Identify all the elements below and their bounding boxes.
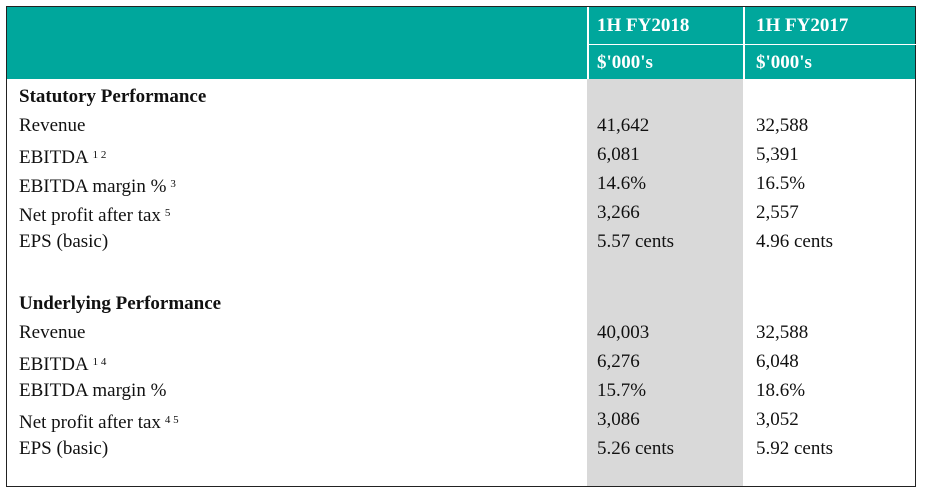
text: Net profit after tax [19, 205, 161, 226]
cell-value: 16.5% [756, 173, 805, 195]
footnote-ref: 5 [164, 207, 171, 219]
text: Statutory Performance [19, 86, 207, 107]
cell-value: 3,052 [756, 409, 799, 431]
row-label: Revenue [19, 115, 85, 137]
text: 32,588 [756, 115, 809, 136]
cell-value: 5,391 [756, 144, 799, 166]
text: 18.6% [756, 380, 806, 401]
highlight-column [587, 79, 743, 486]
cell-value: 14.6% [597, 173, 646, 195]
row-label: EPS (basic) [19, 231, 108, 253]
text: Revenue [19, 115, 86, 136]
table: 1H FY2018 $'000's 1H FY2017 $'000's Statuto… [6, 6, 917, 487]
text: 15.7% [597, 380, 647, 401]
cell-value: 5.26 cents [597, 438, 674, 460]
column-unit: $'000's [597, 52, 653, 74]
text: EPS (basic) [19, 438, 109, 459]
text: Underlying Performance [19, 293, 222, 314]
text: Revenue [19, 322, 86, 343]
row-label: EBITDA 1 4 [19, 351, 106, 376]
cell-value: 3,266 [597, 202, 640, 224]
text: 1H FY2018 [597, 15, 690, 36]
text: 6,048 [756, 351, 799, 372]
cell-value: 5.57 cents [597, 231, 674, 253]
text: 6,276 [597, 351, 640, 372]
cell-value: 2,557 [756, 202, 799, 224]
row-label: Net profit after tax 5 [19, 202, 170, 227]
row-label: EBITDA margin % 3 [19, 173, 176, 198]
footnote-ref: 1 2 [92, 149, 107, 161]
text: 5.57 cents [597, 231, 675, 252]
footnote-ref: 4 5 [164, 414, 179, 426]
separator [743, 7, 745, 79]
text: 5,391 [756, 144, 799, 165]
text: 3,266 [597, 202, 640, 223]
text: 1H FY2017 [756, 15, 849, 36]
cell-value: 32,588 [756, 322, 808, 344]
text: 32,588 [756, 322, 809, 343]
text: EBITDA margin % [19, 176, 167, 197]
cell-value: 40,003 [597, 322, 649, 344]
column-period: 1H FY2018 [597, 15, 689, 37]
cell-value: 6,048 [756, 351, 799, 373]
cell-value: 6,081 [597, 144, 640, 166]
column-unit: $'000's [756, 52, 812, 74]
text: EPS (basic) [19, 231, 109, 252]
row-label: EPS (basic) [19, 438, 108, 460]
text: EBITDA margin % [19, 380, 167, 401]
column-period: 1H FY2017 [756, 15, 848, 37]
text: 41,642 [597, 115, 650, 136]
text: 6,081 [597, 144, 640, 165]
row-label: Net profit after tax 4 5 [19, 409, 179, 434]
cell-value: 4.96 cents [756, 231, 833, 253]
cell-value: 3,086 [597, 409, 640, 431]
cell-value: 15.7% [597, 380, 646, 402]
text: 2,557 [756, 202, 799, 223]
text: Net profit after tax [19, 412, 161, 433]
text: 5.26 cents [597, 438, 675, 459]
text: 16.5% [756, 173, 806, 194]
cell-value: 5.92 cents [756, 438, 833, 460]
footnote-ref: 1 4 [92, 356, 107, 368]
cell-value: 41,642 [597, 115, 649, 137]
text: 40,003 [597, 322, 650, 343]
text: EBITDA [19, 354, 89, 375]
footnote-ref: 3 [170, 178, 176, 190]
header-band: 1H FY2018 $'000's 1H FY2017 $'000's [7, 7, 917, 79]
cell-value: 18.6% [756, 380, 805, 402]
text: 3,052 [756, 409, 799, 430]
cell-value: 32,588 [756, 115, 808, 137]
text: $'000's [597, 52, 653, 73]
text: 3,086 [597, 409, 640, 430]
text: 14.6% [597, 173, 647, 194]
section-title: Underlying Performance [19, 293, 221, 315]
cell-value: 6,276 [597, 351, 640, 373]
row-label: EBITDA margin % [19, 380, 166, 402]
separator [587, 44, 917, 45]
text: EBITDA [19, 147, 89, 168]
text: 4.96 cents [756, 231, 834, 252]
section-title: Statutory Performance [19, 86, 206, 108]
text: $'000's [756, 52, 812, 73]
separator [587, 7, 589, 79]
row-label: EBITDA 1 2 [19, 144, 106, 169]
row-label: Revenue [19, 322, 85, 344]
text: 5.92 cents [756, 438, 834, 459]
